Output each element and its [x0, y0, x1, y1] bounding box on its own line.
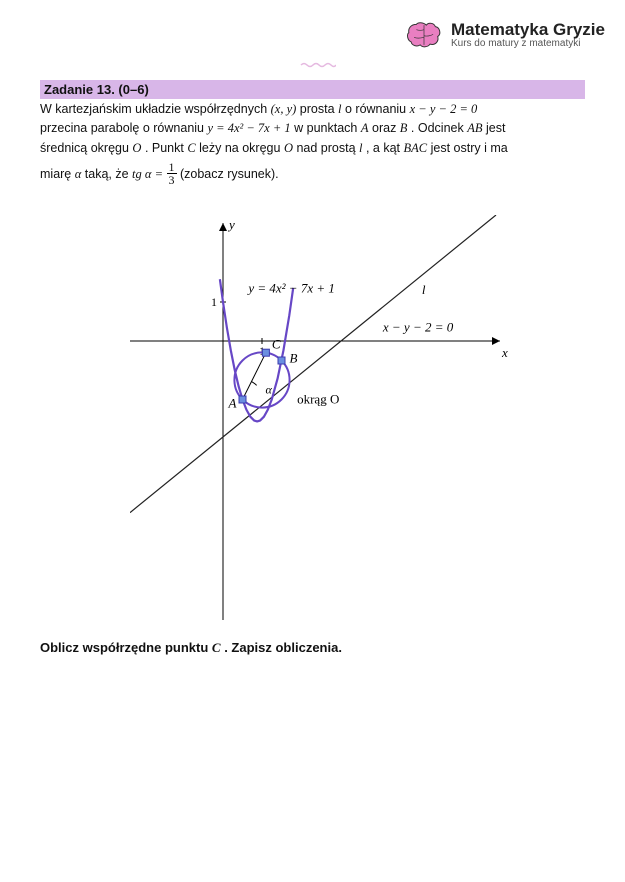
math: O — [132, 141, 141, 155]
txt: średnicą okręgu — [40, 141, 132, 155]
svg-text:y: y — [227, 217, 235, 232]
math: y = 4x² − 7x + 1 — [207, 121, 290, 135]
task-line-4: miarę α taką, że tg α = 1 3 (zobacz rysu… — [40, 162, 585, 187]
svg-text:B: B — [290, 351, 298, 366]
task-line-3: średnicą okręgu O . Punkt C leży na okrę… — [40, 139, 585, 158]
svg-text:α: α — [266, 383, 273, 397]
math: C — [212, 640, 221, 655]
brand-header: Matematyka Gryzie Kurs do matury z matem… — [405, 20, 605, 50]
txt: Oblicz współrzędne punktu — [40, 640, 212, 655]
math: AB — [467, 121, 482, 135]
txt: w punktach — [294, 121, 361, 135]
txt: (zobacz rysunek). — [180, 167, 279, 181]
math: A — [361, 121, 369, 135]
math: tg α = — [132, 167, 163, 181]
txt: . Punkt — [145, 141, 187, 155]
txt: . Zapisz obliczenia. — [224, 640, 342, 655]
txt: przecina parabolę o równaniu — [40, 121, 207, 135]
brand-text: Matematyka Gryzie Kurs do matury z matem… — [451, 21, 605, 50]
svg-text:A: A — [228, 396, 237, 411]
svg-text:l: l — [422, 282, 426, 297]
task-line-1: W kartezjańskim układzie współrzędnych (… — [40, 100, 585, 119]
task-body: W kartezjańskim układzie współrzędnych (… — [40, 100, 585, 187]
txt: prosta — [300, 102, 338, 116]
math: l — [359, 141, 362, 155]
math: C — [187, 141, 195, 155]
brain-icon — [405, 20, 443, 50]
svg-text:C: C — [272, 337, 281, 352]
math: (x, y) — [271, 102, 297, 116]
brand-subtitle: Kurs do matury z matematyki — [451, 38, 605, 50]
txt: nad prostą — [296, 141, 359, 155]
svg-text:okrąg O: okrąg O — [297, 391, 339, 406]
svg-text:x − y − 2 = 0: x − y − 2 = 0 — [382, 319, 454, 334]
txt: W kartezjańskim układzie współrzędnych — [40, 102, 271, 116]
txt: miarę — [40, 167, 75, 181]
math: O — [284, 141, 293, 155]
frac-den: 3 — [167, 174, 177, 186]
txt: o równaniu — [345, 102, 410, 116]
txt: . Odcinek — [411, 121, 467, 135]
txt: leży na okręgu — [199, 141, 284, 155]
math: B — [400, 121, 408, 135]
svg-text:1: 1 — [211, 295, 217, 309]
svg-text:y = 4x² − 7x + 1: y = 4x² − 7x + 1 — [246, 280, 335, 295]
task-header: Zadanie 13. (0–6) — [40, 80, 585, 99]
txt: oraz — [372, 121, 400, 135]
fraction: 1 3 — [167, 161, 177, 186]
figure: 11xyαABCy = 4x² − 7x + 1lx − y − 2 = 0ok… — [130, 215, 510, 620]
math: α — [75, 167, 82, 181]
txt: jest — [486, 121, 505, 135]
svg-text:x: x — [501, 345, 508, 360]
math: x − y − 2 = 0 — [410, 102, 478, 116]
task-question: Oblicz współrzędne punktu C . Zapisz obl… — [40, 640, 585, 656]
math: BAC — [404, 141, 428, 155]
math: l — [338, 102, 341, 116]
txt: taką, że — [85, 167, 132, 181]
figure-svg: 11xyαABCy = 4x² − 7x + 1lx − y − 2 = 0ok… — [130, 215, 510, 620]
txt: , a kąt — [366, 141, 404, 155]
task-line-2: przecina parabolę o równaniu y = 4x² − 7… — [40, 119, 585, 138]
decor-squiggle — [300, 62, 336, 68]
brand-title: Matematyka Gryzie — [451, 21, 605, 38]
txt: jest ostry i ma — [431, 141, 508, 155]
